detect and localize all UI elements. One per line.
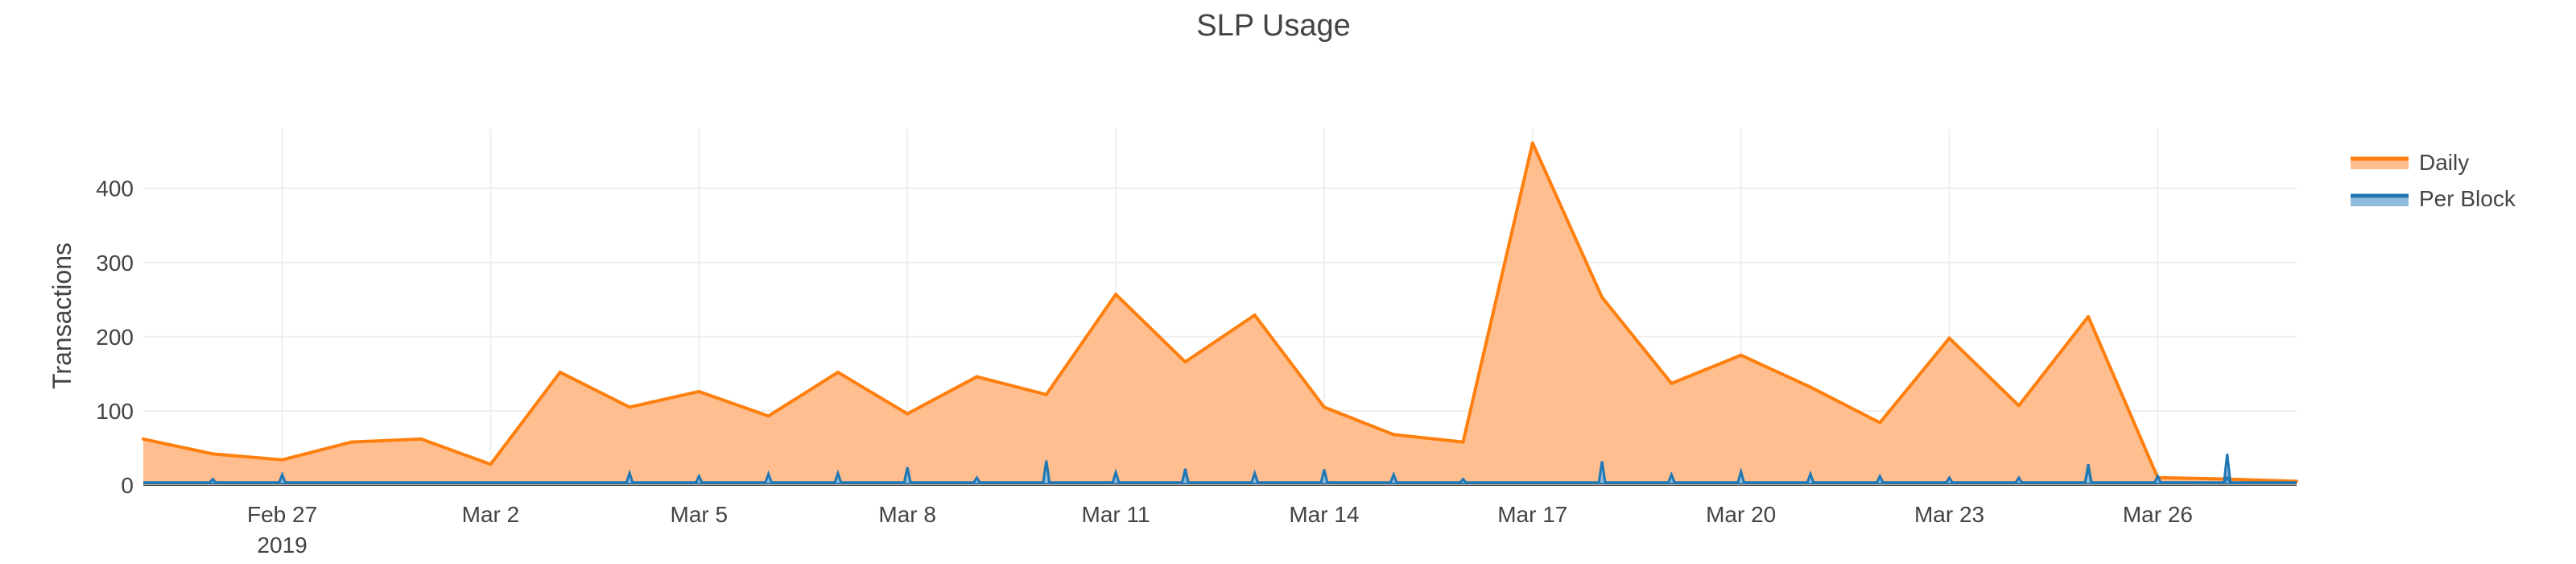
data-point-per-block: [1180, 470, 1190, 483]
data-point-per-block: [1459, 477, 1468, 484]
series-daily-line: [142, 141, 2297, 483]
data-point-per-block: [208, 477, 217, 484]
legend[interactable]: Daily Per Block: [2351, 150, 2516, 211]
legend-label-daily: Daily: [2419, 150, 2469, 175]
data-point-per-block: [694, 473, 704, 483]
y-tick-label: 100: [96, 399, 134, 424]
data-point-daily: [1461, 440, 1465, 444]
data-point-per-block: [625, 469, 634, 483]
chart-title: SLP Usage: [1196, 9, 1351, 43]
data-point-per-block: [1945, 475, 1954, 484]
data-point-per-block: [2223, 475, 2231, 484]
y-axis-title: Transactions: [47, 243, 76, 389]
data-point-per-block: [833, 469, 843, 483]
data-point-daily: [419, 437, 423, 441]
data-point-daily: [280, 458, 284, 462]
data-point-per-block: [764, 470, 774, 483]
data-point-daily: [975, 375, 979, 379]
data-point-daily: [1947, 336, 1951, 340]
data-point-daily: [1530, 141, 1534, 145]
data-point-daily: [836, 371, 840, 375]
x-tick-label: Mar 5: [671, 502, 729, 527]
y-axis-ticks: 0 100 200 300 400: [96, 176, 134, 498]
data-point-daily: [211, 452, 215, 456]
data-point-daily: [2017, 404, 2021, 408]
data-point-daily: [1739, 353, 1743, 357]
x-tick-label: Mar 2: [462, 502, 520, 527]
x-axis-ticks: Feb 27 2019 Mar 2 Mar 5 Mar 8 Mar 11 Mar 14 Mar…: [247, 502, 2193, 558]
data-point-per-block: [2223, 454, 2232, 483]
y-tick-label: 200: [96, 325, 134, 350]
x-tick-label: Mar 11: [1082, 502, 1150, 527]
data-point-per-block: [2153, 473, 2162, 483]
x-tick-sublabel: 2019: [257, 533, 307, 558]
data-point-daily: [1183, 360, 1187, 364]
data-point-daily: [766, 414, 770, 418]
data-point-per-block: [1597, 461, 1607, 483]
data-point-per-block: [1389, 471, 1398, 483]
data-point-daily: [1253, 313, 1257, 317]
y-tick-label: 0: [121, 473, 134, 498]
data-point-daily: [2087, 314, 2091, 318]
data-point-daily: [349, 440, 353, 444]
data-point-daily: [906, 412, 910, 416]
data-point-per-block: [972, 475, 981, 484]
data-point-per-block: [1250, 469, 1260, 483]
data-point-per-block: [1111, 468, 1121, 483]
series-layer: [142, 141, 2298, 485]
data-point-per-block: [1666, 471, 1676, 483]
data-point-per-block: [1875, 473, 1885, 483]
x-tick-label: Feb 27: [247, 502, 317, 527]
data-point-per-block: [1319, 469, 1329, 483]
data-point-daily: [1600, 296, 1604, 300]
data-point-daily: [628, 405, 632, 409]
x-tick-label: Mar 14: [1289, 502, 1359, 527]
data-point-per-block: [1736, 467, 1746, 483]
x-tick-label: Mar 17: [1497, 502, 1567, 527]
y-tick-label: 300: [96, 251, 134, 276]
data-point-daily: [1808, 385, 1812, 389]
data-point-daily: [1878, 421, 1882, 425]
data-point-per-block: [902, 467, 912, 483]
data-point-daily: [697, 389, 701, 393]
data-point-daily: [142, 437, 145, 441]
data-point-per-block: [278, 471, 287, 483]
x-tick-label: Mar 23: [1914, 502, 1984, 527]
legend-label-per-block: Per Block: [2419, 186, 2516, 211]
data-point-daily: [489, 462, 493, 467]
series-daily-area: [143, 143, 2297, 485]
data-point-per-block: [1806, 470, 1815, 483]
data-point-daily: [1044, 392, 1048, 396]
data-point-daily: [1392, 433, 1396, 437]
y-tick-label: 400: [96, 176, 134, 201]
data-point-daily: [1670, 381, 1674, 385]
legend-item-per-block[interactable]: Per Block: [2351, 186, 2516, 211]
x-tick-label: Mar 20: [1706, 502, 1776, 527]
legend-item-daily[interactable]: Daily: [2351, 150, 2469, 175]
data-point-per-block: [2014, 475, 2024, 484]
data-point-per-block: [1042, 460, 1051, 483]
data-point-per-block: [2083, 467, 2093, 483]
data-point-daily: [558, 371, 562, 375]
data-point-daily: [1322, 405, 1326, 409]
x-tick-label: Mar 26: [2123, 502, 2193, 527]
data-point-daily: [1114, 292, 1118, 297]
x-tick-label: Mar 8: [878, 502, 936, 527]
